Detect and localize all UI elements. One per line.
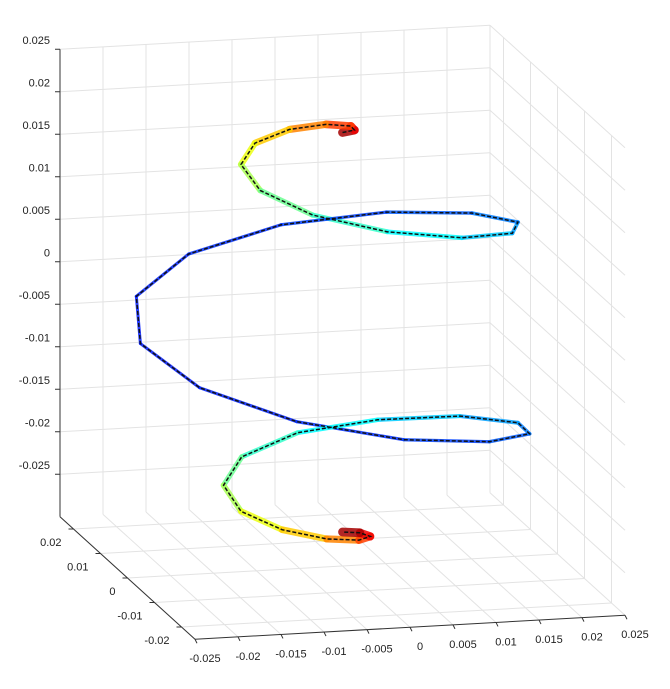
grid-line — [489, 109, 626, 234]
y-tick-label: 0 — [109, 586, 115, 598]
grid-line — [489, 279, 626, 404]
z-tick-label: 0.015 — [22, 120, 50, 132]
x-tick-label: 0.01 — [495, 636, 516, 648]
x-tick-label: -0.005 — [361, 644, 392, 656]
y-tick-label: 0.02 — [40, 537, 61, 549]
ribbon-segment — [220, 454, 245, 488]
grid-line — [489, 24, 626, 149]
x-tick — [323, 631, 327, 637]
z-tick-label: -0.02 — [25, 418, 50, 430]
x-tick-label: 0 — [417, 641, 423, 653]
z-tick-label: 0.01 — [29, 163, 50, 175]
curve — [135, 123, 532, 541]
grid-line — [489, 194, 626, 319]
x-tick-label: 0.025 — [621, 629, 649, 641]
z-tick-label: 0 — [44, 248, 50, 260]
z-tick-label: -0.015 — [19, 375, 50, 387]
z-tick-label: -0.01 — [25, 333, 50, 345]
x-tick-label: -0.02 — [235, 651, 260, 663]
grid-line — [59, 67, 491, 93]
x-tick — [624, 615, 628, 620]
grid-line — [154, 578, 585, 603]
grid-line — [489, 322, 626, 446]
grid-line — [59, 449, 491, 475]
x-tick-label: -0.025 — [189, 653, 220, 665]
grid-line — [127, 553, 558, 579]
grid-line — [59, 364, 491, 390]
grid-line — [59, 152, 491, 178]
z-tick-label: -0.025 — [19, 460, 50, 472]
grid-line — [489, 152, 626, 276]
grid-line — [100, 529, 531, 554]
z-tick-label: -0.005 — [19, 290, 50, 302]
x-tick — [538, 619, 542, 625]
x-tick-label: 0.02 — [581, 632, 602, 644]
x-tick-label: 0.005 — [449, 639, 477, 651]
z-tick-label: 0.025 — [22, 35, 50, 47]
y-tick-label: -0.01 — [117, 610, 142, 622]
x-tick-label: 0.015 — [535, 634, 563, 646]
grid-line — [489, 237, 626, 361]
y-tick-label: -0.02 — [144, 635, 169, 647]
grid-line — [59, 24, 491, 50]
grid-line — [59, 194, 491, 220]
z-tick-label: 0.005 — [22, 205, 50, 217]
grid-line — [181, 602, 612, 628]
x-tick — [366, 629, 370, 634]
grid-line — [59, 237, 491, 263]
x-tick — [237, 636, 241, 642]
ribbon-segment — [295, 420, 406, 442]
grid-line — [59, 322, 491, 348]
grid-line — [73, 504, 504, 530]
x-tick — [452, 624, 456, 630]
grid-line — [489, 407, 626, 531]
x-tick — [495, 622, 499, 627]
grid-line — [489, 364, 626, 489]
x-tick — [280, 634, 284, 639]
x-tick-label: -0.01 — [321, 646, 346, 658]
grid-line — [59, 279, 491, 305]
x-tick-label: -0.015 — [275, 648, 306, 660]
z-tick-label: 0.02 — [29, 78, 50, 90]
x-tick — [409, 627, 413, 632]
x-tick — [581, 617, 585, 622]
x-tick — [194, 639, 198, 644]
y-tick-label: 0.01 — [67, 561, 88, 573]
grid-line — [59, 109, 491, 135]
grid-line — [59, 407, 491, 433]
grid-line — [489, 449, 626, 574]
grid-line — [489, 67, 626, 191]
